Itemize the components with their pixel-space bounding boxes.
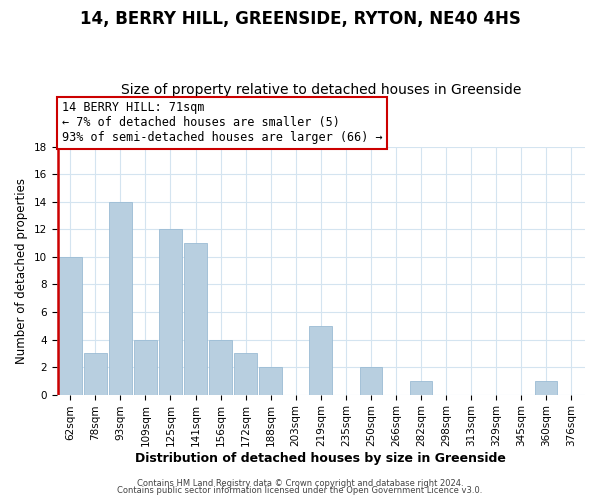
Text: Contains HM Land Registry data © Crown copyright and database right 2024.: Contains HM Land Registry data © Crown c… bbox=[137, 478, 463, 488]
Bar bbox=[184, 243, 207, 394]
Bar bbox=[134, 340, 157, 394]
Text: Contains public sector information licensed under the Open Government Licence v3: Contains public sector information licen… bbox=[118, 486, 482, 495]
Bar bbox=[84, 354, 107, 395]
Bar bbox=[109, 202, 131, 394]
Bar bbox=[410, 381, 432, 394]
Bar bbox=[259, 367, 282, 394]
Y-axis label: Number of detached properties: Number of detached properties bbox=[15, 178, 28, 364]
X-axis label: Distribution of detached houses by size in Greenside: Distribution of detached houses by size … bbox=[136, 452, 506, 465]
Title: Size of property relative to detached houses in Greenside: Size of property relative to detached ho… bbox=[121, 83, 521, 97]
Bar bbox=[209, 340, 232, 394]
Bar bbox=[235, 354, 257, 395]
Text: 14 BERRY HILL: 71sqm
← 7% of detached houses are smaller (5)
93% of semi-detache: 14 BERRY HILL: 71sqm ← 7% of detached ho… bbox=[62, 102, 382, 144]
Bar bbox=[159, 230, 182, 394]
Bar bbox=[310, 326, 332, 394]
Bar bbox=[359, 367, 382, 394]
Bar bbox=[535, 381, 557, 394]
Text: 14, BERRY HILL, GREENSIDE, RYTON, NE40 4HS: 14, BERRY HILL, GREENSIDE, RYTON, NE40 4… bbox=[80, 10, 520, 28]
Bar bbox=[59, 257, 82, 394]
